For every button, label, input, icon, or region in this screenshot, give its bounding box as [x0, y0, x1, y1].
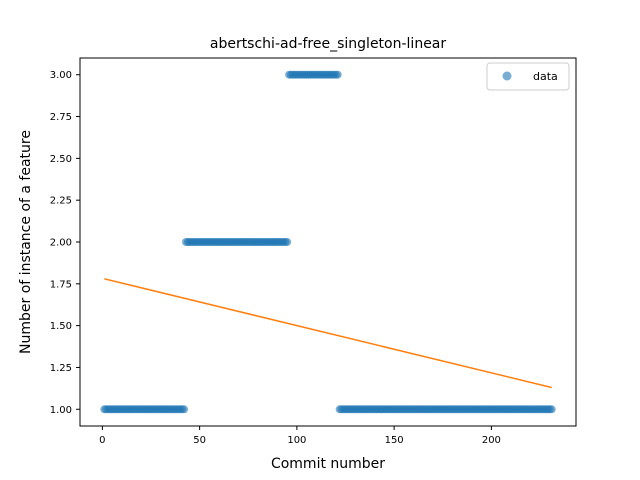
data-point — [283, 238, 292, 246]
chart-title: abertschi-ad-free_singleton-linear — [210, 36, 447, 52]
y-axis-label: Number of instance of a feature — [18, 130, 34, 354]
data-point — [547, 405, 556, 414]
legend-label-data: data — [533, 70, 558, 83]
data-points — [100, 70, 556, 414]
y-tick-label: 2.00 — [50, 238, 72, 249]
y-tick-label: 1.00 — [50, 405, 72, 416]
x-tick-label: 50 — [193, 435, 206, 446]
y-tick-label: 2.50 — [50, 154, 72, 165]
plot-area — [100, 70, 556, 414]
x-tick-label: 0 — [99, 435, 105, 446]
x-tick-label: 150 — [385, 435, 404, 446]
data-point — [333, 70, 342, 79]
plot-frame — [79, 57, 577, 427]
y-tick-label: 1.25 — [50, 363, 72, 374]
y-tick-label: 2.25 — [50, 196, 72, 207]
legend: data — [486, 62, 570, 91]
x-tick-label: 200 — [482, 435, 501, 446]
x-axis-ticks: 0 50 100 150 200 — [99, 426, 501, 446]
y-tick-label: 2.75 — [50, 112, 72, 123]
y-axis-ticks: 1.00 1.25 1.50 1.75 2.00 2.25 2.50 2.75 3.00 — [50, 70, 80, 416]
fit-line-group — [104, 278, 552, 389]
legend-marker-data — [502, 71, 512, 81]
y-tick-label: 1.75 — [50, 279, 72, 290]
y-tick-label: 1.50 — [50, 321, 72, 332]
legend-box — [486, 62, 570, 91]
y-tick-label: 3.00 — [50, 70, 72, 81]
x-tick-label: 100 — [287, 435, 306, 446]
data-point — [180, 405, 189, 414]
fit-line — [104, 278, 552, 389]
x-axis-label: Commit number — [271, 456, 385, 472]
